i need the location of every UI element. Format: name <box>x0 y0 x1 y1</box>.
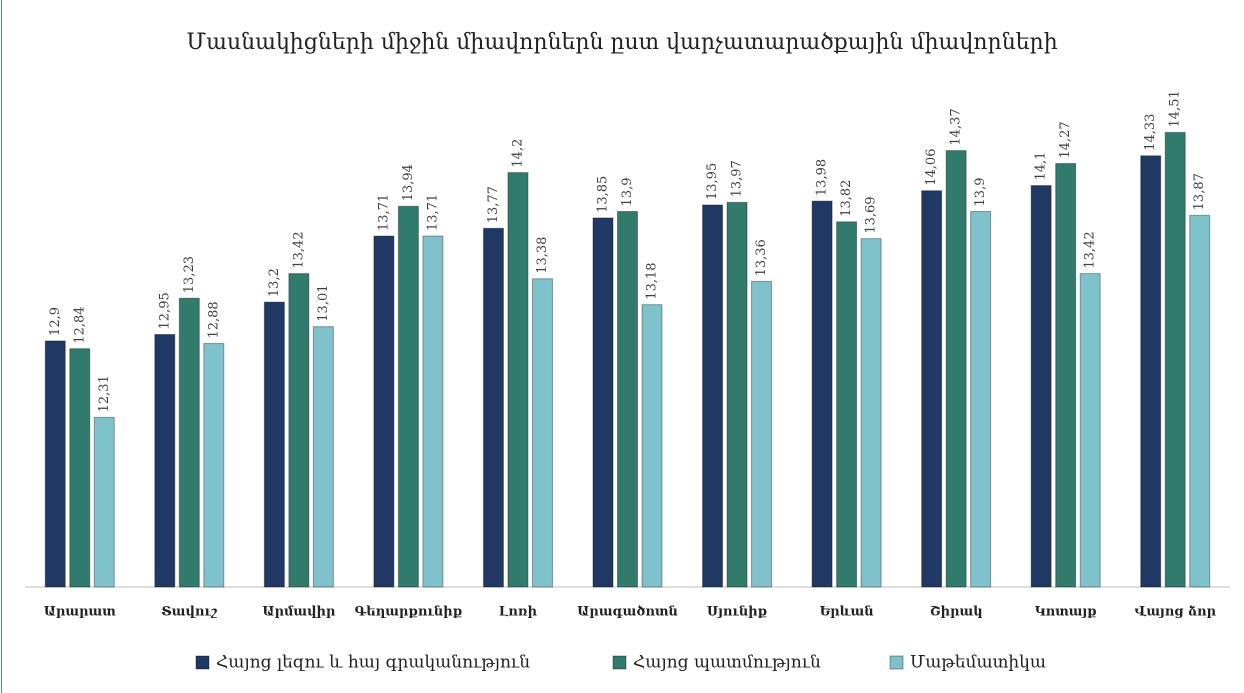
legend-swatch <box>195 655 210 670</box>
value-label: 13,38 <box>535 237 550 274</box>
value-label: 13,9 <box>620 177 635 206</box>
bar <box>836 221 858 588</box>
bar <box>397 205 419 588</box>
bar <box>93 416 115 588</box>
bar <box>641 304 663 588</box>
bar <box>422 235 444 588</box>
bar <box>312 326 334 588</box>
x-tick-label: Երևան <box>820 605 874 620</box>
value-label: 13,36 <box>754 239 769 276</box>
value-label: 13,87 <box>1192 173 1207 210</box>
bar <box>288 273 310 588</box>
value-label: 14,2 <box>510 139 525 168</box>
x-tick-label: Սյունիք <box>707 605 767 620</box>
value-label: 13,42 <box>291 231 306 268</box>
value-label: 12,88 <box>206 301 221 338</box>
bar <box>263 301 285 588</box>
value-label: 14,1 <box>1034 152 1049 181</box>
value-label: 13,71 <box>425 194 440 231</box>
value-label: 13,98 <box>815 159 830 196</box>
bar <box>1164 131 1186 588</box>
value-label: 13,42 <box>1083 231 1098 268</box>
value-label: 13,85 <box>596 176 611 213</box>
value-label: 13,23 <box>182 256 197 293</box>
value-label: 12,95 <box>157 292 172 329</box>
chart-title: Մասնակիցների միջին միավորներն ըստ վարչատ… <box>186 30 1057 55</box>
bar <box>482 227 504 588</box>
x-tick-label: Տավուշ <box>161 605 218 620</box>
x-tick-label: Շիրակ <box>930 605 983 620</box>
value-label: 13,01 <box>316 284 331 321</box>
legend-label: Հայոց պատմություն <box>633 653 821 673</box>
legend-label: Մաթեմատիկա <box>910 653 1046 673</box>
bar <box>1079 273 1101 588</box>
value-label: 13,69 <box>864 196 879 233</box>
bar <box>1189 214 1211 588</box>
value-label: 12,31 <box>97 375 112 412</box>
value-label: 13,97 <box>730 160 745 197</box>
value-label: 13,71 <box>376 194 391 231</box>
value-label: 12,9 <box>48 307 63 336</box>
bar <box>811 200 833 588</box>
bar <box>44 340 66 588</box>
bar <box>945 150 967 588</box>
x-tick-label: Վայոց ձոր <box>1134 605 1216 620</box>
bar <box>617 210 638 588</box>
bar <box>860 238 882 588</box>
value-label: 14,27 <box>1058 121 1073 158</box>
value-label: 13,95 <box>705 163 720 200</box>
value-label: 13,82 <box>839 180 854 217</box>
value-label: 14,33 <box>1143 114 1158 151</box>
x-tick-label: Արարատ <box>44 605 116 620</box>
bar <box>1140 155 1162 588</box>
x-tick-label: Կոտայք <box>1035 605 1097 620</box>
value-label: 13,77 <box>486 186 501 223</box>
x-tick-label: Արագածոտն <box>577 605 678 620</box>
bar <box>507 172 529 588</box>
value-label: 13,2 <box>267 268 282 297</box>
value-label: 13,94 <box>401 164 416 201</box>
bar <box>154 333 176 588</box>
legend-swatch <box>889 655 904 670</box>
bar <box>1030 185 1052 588</box>
bar <box>921 190 943 588</box>
value-label: 13,9 <box>973 177 988 206</box>
x-tick-label: Արմավիր <box>262 605 336 620</box>
bar <box>726 201 748 588</box>
legend-swatch <box>612 655 627 670</box>
x-tick-label: Գեղարքունիք <box>355 605 463 620</box>
bar <box>751 280 773 588</box>
value-label: 12,84 <box>72 307 87 344</box>
legend-label: Հայոց լեզու և հայ գրականություն <box>216 653 530 673</box>
bar <box>373 235 395 588</box>
bar <box>702 204 724 588</box>
value-label: 14,06 <box>924 149 939 186</box>
bar <box>970 210 992 588</box>
value-label: 13,18 <box>645 262 660 299</box>
bar <box>178 297 200 588</box>
value-label: 14,37 <box>949 108 964 145</box>
value-label: 14,51 <box>1168 90 1183 127</box>
bar <box>1055 163 1077 588</box>
bar <box>69 348 91 588</box>
x-tick-label: Լոռի <box>499 605 538 620</box>
bar <box>531 278 553 588</box>
bar <box>203 343 225 588</box>
bar <box>592 217 614 588</box>
